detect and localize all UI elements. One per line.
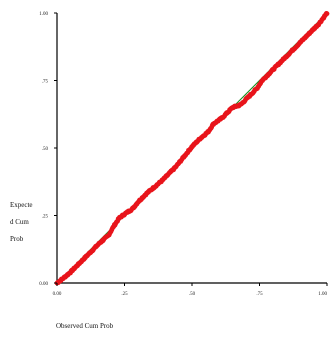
x-axis-label: Observed Cum Prob xyxy=(56,322,114,330)
x-tick-label: .50 xyxy=(189,292,196,297)
y-axis-label-line-3: Prob xyxy=(10,235,24,243)
data-points xyxy=(54,11,330,286)
y-tick-label: 1.00 xyxy=(39,12,48,17)
y-tick-label: .25 xyxy=(42,215,49,220)
y-axis-label-line-1: Expecte xyxy=(10,201,33,209)
x-tick-label: 0.00 xyxy=(53,292,62,297)
y-tick-label: 0.00 xyxy=(39,282,48,287)
y-axis-ticks: 0.00 .25 .50 .75 1.00 xyxy=(39,12,57,287)
x-tick-label: .25 xyxy=(121,292,128,297)
y-axis-label-line-2: d Cum xyxy=(10,218,29,226)
x-axis-ticks: 0.00 .25 .50 .75 1.00 xyxy=(53,283,328,297)
y-tick-label: .75 xyxy=(42,80,49,85)
y-tick-label: .50 xyxy=(42,147,49,152)
x-tick-label: .75 xyxy=(256,292,263,297)
x-tick-label: 1.00 xyxy=(318,292,327,297)
data-point xyxy=(324,11,330,17)
